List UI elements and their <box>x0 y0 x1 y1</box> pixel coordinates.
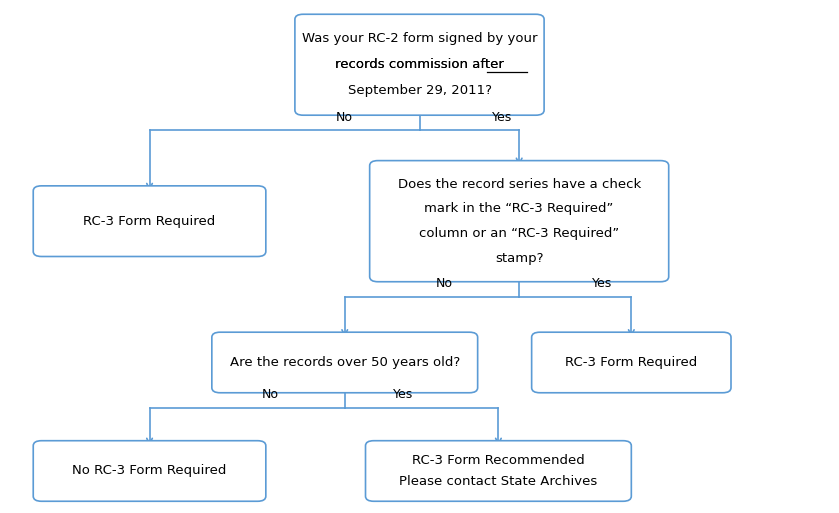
Text: records commission after: records commission after <box>335 58 504 71</box>
Text: RC-3 Form Recommended: RC-3 Form Recommended <box>412 455 585 467</box>
Text: Yes: Yes <box>592 278 612 290</box>
FancyBboxPatch shape <box>294 14 545 115</box>
Text: RC-3 Form Required: RC-3 Form Required <box>565 356 697 369</box>
Text: Does the record series have a check: Does the record series have a check <box>398 177 641 191</box>
Text: RC-3 Form Required: RC-3 Form Required <box>83 214 216 228</box>
Text: Please contact State Archives: Please contact State Archives <box>399 475 597 487</box>
Text: column or an “RC-3 Required”: column or an “RC-3 Required” <box>419 227 619 240</box>
Text: Yes: Yes <box>393 388 413 401</box>
FancyBboxPatch shape <box>532 332 731 393</box>
Text: September 29, 2011?: September 29, 2011? <box>347 84 492 97</box>
Text: mark in the “RC-3 Required”: mark in the “RC-3 Required” <box>425 202 614 215</box>
FancyBboxPatch shape <box>34 186 266 256</box>
Text: records commission after: records commission after <box>335 58 504 71</box>
Text: Yes: Yes <box>492 111 513 124</box>
Text: stamp?: stamp? <box>495 252 544 265</box>
Text: Are the records over 50 years old?: Are the records over 50 years old? <box>230 356 460 369</box>
Text: No RC-3 Form Required: No RC-3 Form Required <box>72 464 227 478</box>
FancyBboxPatch shape <box>366 441 631 501</box>
FancyBboxPatch shape <box>370 161 669 282</box>
FancyBboxPatch shape <box>34 441 266 501</box>
FancyBboxPatch shape <box>211 332 477 393</box>
Text: Was your RC-2 form signed by your: Was your RC-2 form signed by your <box>302 32 537 45</box>
Text: No: No <box>336 111 353 124</box>
Text: No: No <box>436 278 453 290</box>
Text: No: No <box>262 388 279 401</box>
